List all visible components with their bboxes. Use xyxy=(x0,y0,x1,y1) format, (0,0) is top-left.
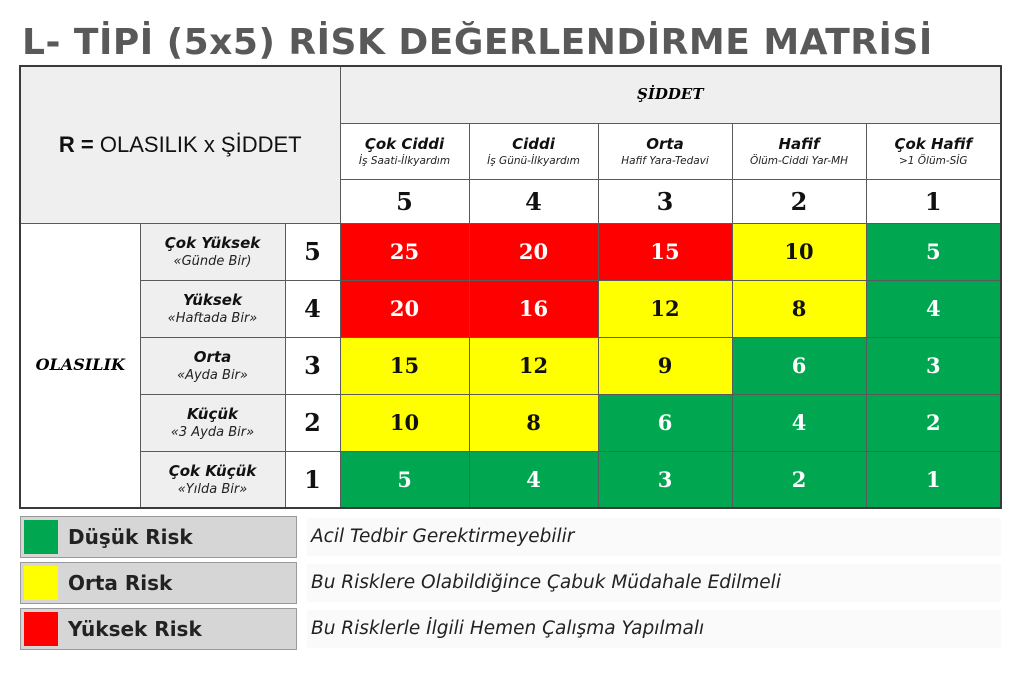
probability-header: OLASILIK xyxy=(19,222,141,509)
severity-col-title: Ciddi xyxy=(512,135,555,153)
probability-row-label: Çok Küçük «Yılda Bir» xyxy=(139,450,286,509)
risk-cell: 4 xyxy=(468,450,599,509)
legend-swatch xyxy=(24,566,58,600)
risk-cell: 16 xyxy=(468,279,599,338)
severity-col-title: Çok Ciddi xyxy=(364,135,445,153)
probability-score: 4 xyxy=(284,279,341,338)
legend-row-high: Yüksek Risk Bu Risklerle İlgili Hemen Ça… xyxy=(20,608,1001,650)
probability-row-sub: «Haftada Bir» xyxy=(167,311,258,326)
risk-cell: 6 xyxy=(731,336,867,395)
risk-cell: 8 xyxy=(731,279,867,338)
legend-label-box: Yüksek Risk xyxy=(20,608,297,650)
severity-col-sub: İş Günü-İlkyardım xyxy=(487,155,580,167)
legend-name: Orta Risk xyxy=(68,571,173,595)
severity-col-sub: >1 Ölüm-SİG xyxy=(898,155,968,167)
probability-score: 3 xyxy=(284,336,341,395)
probability-row-sub: «Ayda Bir» xyxy=(177,368,248,383)
legend-description: Bu Risklere Olabildiğince Çabuk Müdahale… xyxy=(307,564,1001,602)
legend-swatch xyxy=(24,612,58,646)
severity-col-title: Hafif xyxy=(778,135,820,153)
probability-row-title: Orta xyxy=(193,348,232,366)
risk-cell: 5 xyxy=(865,222,1002,281)
risk-cell: 12 xyxy=(468,336,599,395)
severity-score: 1 xyxy=(865,178,1002,224)
legend-label-box: Düşük Risk xyxy=(20,516,297,558)
legend-label-box: Orta Risk xyxy=(20,562,297,604)
probability-row-label: Küçük «3 Ayda Bir» xyxy=(139,393,286,452)
risk-cell: 10 xyxy=(731,222,867,281)
risk-cell: 15 xyxy=(339,336,470,395)
risk-cell: 9 xyxy=(597,336,733,395)
risk-cell: 15 xyxy=(597,222,733,281)
legend-row-low: Düşük Risk Acil Tedbir Gerektirmeyebilir xyxy=(20,516,1001,558)
severity-score: 4 xyxy=(468,178,599,224)
formula-text: OLASILIK x ŞİDDET xyxy=(99,131,302,157)
risk-cell: 1 xyxy=(865,450,1002,509)
probability-score: 2 xyxy=(284,393,341,452)
risk-cell: 4 xyxy=(731,393,867,452)
risk-cell: 4 xyxy=(865,279,1002,338)
risk-cell: 10 xyxy=(339,393,470,452)
probability-row-sub: «Günde Bir) xyxy=(173,254,252,269)
formula-cell: R = OLASILIK x ŞİDDET xyxy=(19,65,341,224)
probability-row-label: Yüksek «Haftada Bir» xyxy=(139,279,286,338)
legend-name: Yüksek Risk xyxy=(68,617,202,641)
formula-r: R = xyxy=(58,131,94,157)
risk-cell: 2 xyxy=(731,450,867,509)
severity-header: ŞİDDET xyxy=(339,65,1002,124)
severity-col-title: Orta xyxy=(646,135,684,153)
risk-cell: 20 xyxy=(468,222,599,281)
risk-cell: 5 xyxy=(339,450,470,509)
probability-score: 1 xyxy=(284,450,341,509)
severity-col-5: Çok Ciddi İş Saati-İlkyardım xyxy=(339,122,470,180)
probability-header-label: OLASILIK xyxy=(35,355,125,375)
page-title: L- TİPİ (5x5) RİSK DEĞERLENDİRME MATRİSİ xyxy=(22,22,933,63)
probability-row-title: Küçük xyxy=(186,405,239,423)
severity-col-sub: İş Saati-İlkyardım xyxy=(358,155,451,167)
probability-score: 5 xyxy=(284,222,341,281)
legend-description: Bu Risklerle İlgili Hemen Çalışma Yapılm… xyxy=(307,610,1001,648)
risk-cell: 2 xyxy=(865,393,1002,452)
risk-cell: 3 xyxy=(865,336,1002,395)
probability-row-sub: «3 Ayda Bir» xyxy=(170,425,255,440)
severity-score: 3 xyxy=(597,178,733,224)
severity-col-sub: Hafif Yara-Tedavi xyxy=(621,155,709,167)
severity-header-label: ŞİDDET xyxy=(637,85,704,104)
severity-col-sub: Ölüm-Ciddi Yar-MH xyxy=(749,155,849,167)
severity-col-1: Çok Hafif >1 Ölüm-SİG xyxy=(865,122,1002,180)
probability-row-title: Yüksek xyxy=(183,291,242,309)
probability-row-sub: «Yılda Bir» xyxy=(177,481,248,497)
risk-cell: 12 xyxy=(597,279,733,338)
risk-cell: 6 xyxy=(597,393,733,452)
risk-cell: 8 xyxy=(468,393,599,452)
legend-description: Acil Tedbir Gerektirmeyebilir xyxy=(307,518,1001,556)
probability-row-title: Çok Yüksek xyxy=(164,234,261,252)
probability-row-title: Çok Küçük xyxy=(168,461,257,480)
legend-swatch xyxy=(24,520,58,554)
risk-cell: 20 xyxy=(339,279,470,338)
severity-col-title: Çok Hafif xyxy=(894,135,973,153)
risk-cell: 3 xyxy=(597,450,733,509)
legend-name: Düşük Risk xyxy=(68,525,193,549)
legend-row-medium: Orta Risk Bu Risklere Olabildiğince Çabu… xyxy=(20,562,1001,604)
severity-col-2: Hafif Ölüm-Ciddi Yar-MH xyxy=(731,122,867,180)
risk-cell: 25 xyxy=(339,222,470,281)
severity-score: 5 xyxy=(339,178,470,224)
probability-row-label: Orta «Ayda Bir» xyxy=(139,336,286,395)
severity-col-3: Orta Hafif Yara-Tedavi xyxy=(597,122,733,180)
risk-matrix: R = OLASILIK x ŞİDDET ŞİDDET Çok Ciddi İş… xyxy=(19,65,1002,509)
probability-row-label: Çok Yüksek «Günde Bir) xyxy=(139,222,286,281)
severity-score: 2 xyxy=(731,178,867,224)
severity-col-4: Ciddi İş Günü-İlkyardım xyxy=(468,122,599,180)
